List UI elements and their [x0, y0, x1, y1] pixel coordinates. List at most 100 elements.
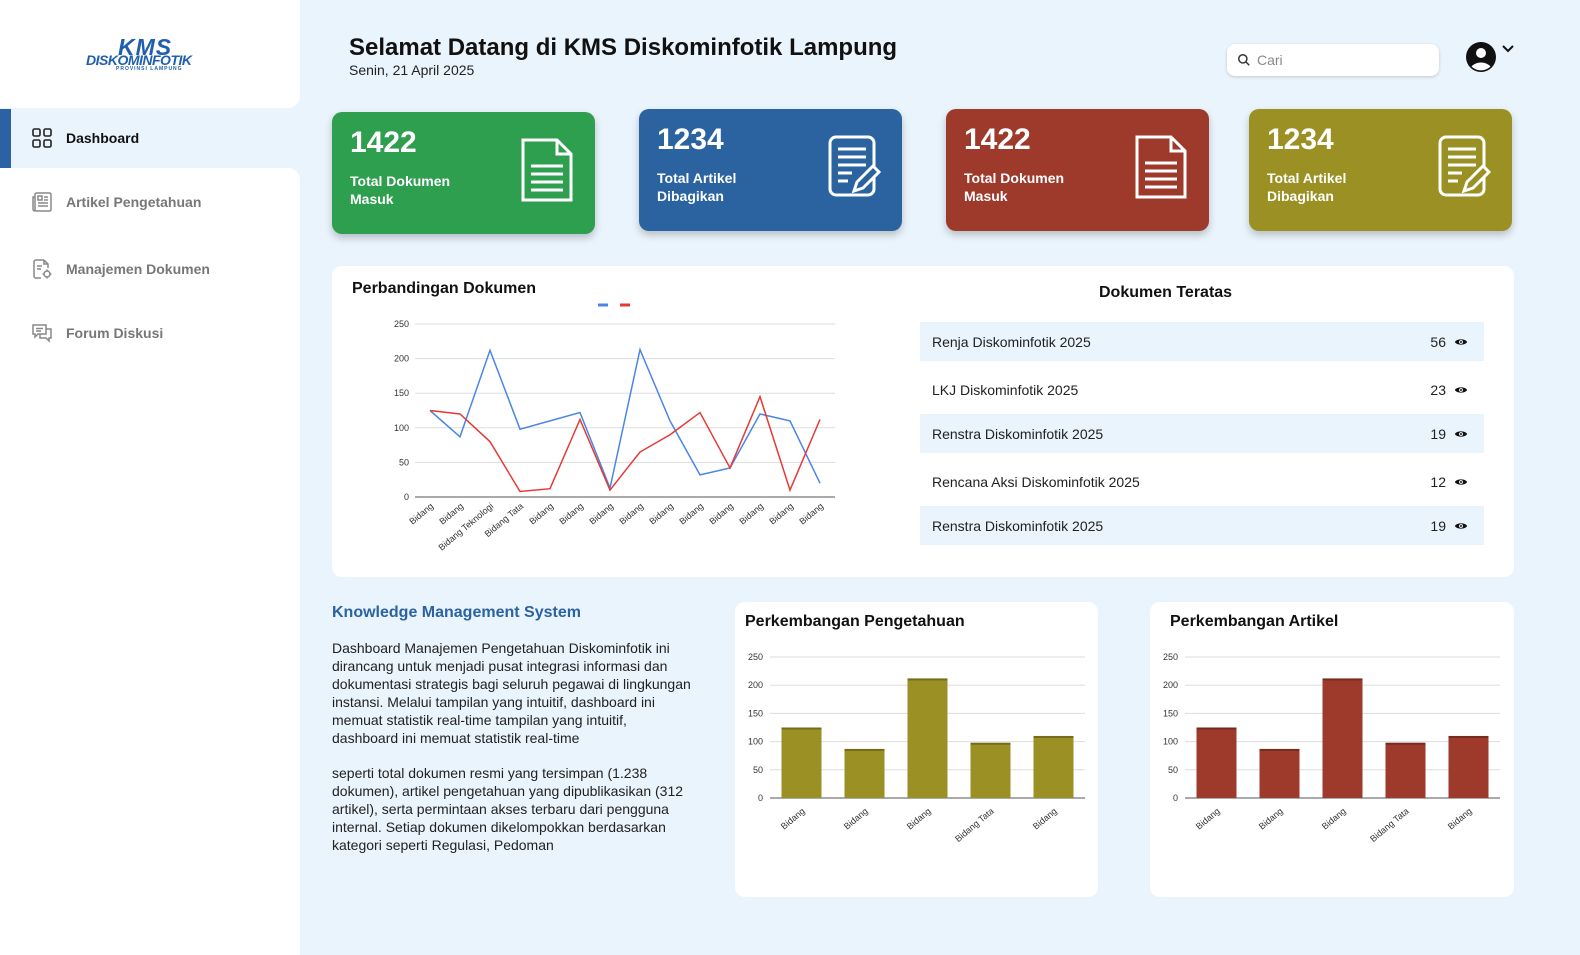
- stat-value: 1422: [350, 126, 417, 159]
- stat-value: 1234: [657, 123, 724, 156]
- x-tick-label: Bidang: [1031, 806, 1059, 832]
- top-doc-count: 12: [1430, 473, 1446, 490]
- top-doc-row[interactable]: Renja Diskominfotik 2025 56: [920, 322, 1484, 361]
- bar: [781, 727, 822, 798]
- x-tick-label: Bidang: [737, 501, 765, 527]
- logo-area: KMS DISKOMINFOTIK PROVINSI LAMPUNG: [0, 0, 300, 108]
- kms-paragraph-2: seperti total dokumen resmi yang tersimp…: [332, 765, 684, 853]
- y-tick-label: 200: [748, 680, 763, 690]
- eye-icon: [1454, 339, 1468, 345]
- y-tick-label: 100: [1163, 737, 1178, 747]
- bar: [1385, 742, 1426, 798]
- x-tick-label: Bidang: [767, 501, 795, 527]
- page-date: Senin, 21 April 2025: [349, 62, 475, 78]
- x-tick-label: Bidang: [557, 501, 585, 527]
- document-edit-icon: [828, 135, 882, 197]
- search-icon: [1238, 54, 1250, 66]
- x-tick-label: Bidang: [407, 501, 435, 527]
- sidebar-item-label: Dashboard: [66, 130, 140, 146]
- sidebar: KMS DISKOMINFOTIK PROVINSI LAMPUNG Dashb…: [0, 0, 300, 955]
- stat-label: Total Artikel Dibagikan: [657, 170, 737, 204]
- sidebar-active-bg: [0, 109, 300, 168]
- bar: [1448, 735, 1489, 798]
- sidebar-item-label: Forum Diskusi: [66, 325, 164, 341]
- article-bar-chart: 0 50 100 150 200 250 Bidang Bidang Bidang Bidang …: [1163, 652, 1500, 844]
- top-doc-row[interactable]: LKJ Diskominfotik 2025 23: [920, 370, 1484, 409]
- article-title: Perkembangan Artikel: [1170, 613, 1339, 630]
- x-tick-label: Bidang: [797, 501, 825, 527]
- x-tick-label: Bidang Tata: [1368, 806, 1411, 844]
- bar: [1322, 678, 1363, 798]
- x-tick-label: Bidang Tata: [953, 806, 996, 844]
- top-doc-row[interactable]: Renstra Diskominfotik 2025 19: [920, 414, 1484, 453]
- top-doc-name: Renstra Diskominfotik 2025: [932, 517, 1104, 534]
- logo[interactable]: KMS DISKOMINFOTIK PROVINSI LAMPUNG: [86, 34, 216, 74]
- y-tick-label: 250: [394, 319, 409, 329]
- bar-top: [781, 727, 822, 730]
- sidebar-nav-bg: [0, 168, 300, 955]
- bar-top: [907, 678, 948, 681]
- y-tick-label: 0: [758, 793, 763, 803]
- sidebar-item-label: Artikel Pengetahuan: [66, 194, 202, 210]
- top-doc-count: 56: [1430, 333, 1446, 350]
- document-icon: [521, 138, 573, 202]
- document-icon: [1135, 135, 1187, 199]
- x-tick-label: Bidang: [1257, 806, 1285, 832]
- stat-value: 1234: [1267, 123, 1334, 156]
- comparison-title: Perbandingan Dokumen: [352, 280, 537, 297]
- bar: [970, 742, 1011, 798]
- top-doc-name: LKJ Diskominfotik 2025: [932, 381, 1079, 398]
- stat-label: Total Artikel Dibagikan: [1267, 170, 1347, 204]
- stat-card-artikel-dibagikan-2[interactable]: 1234 Total Artikel Dibagikan: [1249, 109, 1512, 231]
- x-tick-label: Bidang: [905, 806, 933, 832]
- search-input[interactable]: [1257, 52, 1427, 68]
- stat-card-dokumen-masuk-2[interactable]: 1422 Total Dokumen Masuk: [946, 109, 1209, 231]
- top-doc-count: 23: [1430, 381, 1446, 398]
- x-tick-label: Bidang: [842, 806, 870, 832]
- bar-top: [1196, 727, 1237, 730]
- x-tick-label: Bidang: [1194, 806, 1222, 832]
- x-tick-label: Bidang: [1446, 806, 1474, 832]
- eye-icon: [1454, 387, 1468, 393]
- sidebar-item-dokumen[interactable]: Manajemen Dokumen: [30, 257, 210, 281]
- series-line: [429, 394, 821, 493]
- eye-icon: [1454, 523, 1468, 529]
- top-doc-name: Renja Diskominfotik 2025: [932, 333, 1091, 350]
- y-tick-label: 100: [748, 737, 763, 747]
- kms-title: Knowledge Management System: [332, 604, 581, 621]
- y-tick-label: 150: [1163, 708, 1178, 718]
- stat-value: 1422: [964, 123, 1031, 156]
- user-avatar-icon[interactable]: [1465, 41, 1497, 73]
- top-doc-name: Rencana Aksi Diskominfotik 2025: [932, 473, 1140, 490]
- top-docs-title: Dokumen Teratas: [1099, 284, 1233, 301]
- stat-card-artikel-dibagikan[interactable]: 1234 Total Artikel Dibagikan: [639, 109, 902, 231]
- bar: [1033, 735, 1074, 798]
- top-doc-row[interactable]: Renstra Diskominfotik 2025 19: [920, 506, 1484, 545]
- page-title: Selamat Datang di KMS Diskominfotik Lamp…: [349, 34, 898, 61]
- grid-icon: [32, 128, 52, 148]
- bar-top: [1033, 735, 1074, 738]
- sidebar-item-artikel[interactable]: Artikel Pengetahuan: [30, 190, 201, 214]
- y-tick-label: 0: [404, 492, 409, 502]
- chevron-down-icon[interactable]: [1500, 40, 1516, 56]
- x-tick-label: Bidang: [527, 501, 555, 527]
- search-box[interactable]: [1227, 44, 1439, 76]
- logo-sub: DISKOMINFOTIK: [86, 52, 192, 68]
- y-tick-label: 200: [1163, 680, 1178, 690]
- bar: [844, 748, 885, 798]
- stat-label: Total Dokumen Masuk: [964, 170, 1065, 204]
- bar-top: [1448, 735, 1489, 738]
- y-tick-label: 0: [1173, 793, 1178, 803]
- top-doc-name: Renstra Diskominfotik 2025: [932, 425, 1104, 442]
- x-tick-label: Bidang: [677, 501, 705, 527]
- knowledge-bar-chart: 0 50 100 150 200 250 Bidang Bidang Bidang Bidang …: [748, 652, 1085, 844]
- top-doc-row[interactable]: Rencana Aksi Diskominfotik 2025 12: [920, 462, 1484, 501]
- stat-card-dokumen-masuk[interactable]: 1422 Total Dokumen Masuk: [332, 112, 595, 234]
- stat-label: Total Dokumen Masuk: [350, 173, 451, 207]
- x-tick-label: Bidang Teknologi: [436, 501, 495, 553]
- sidebar-item-forum[interactable]: Forum Diskusi: [30, 321, 163, 345]
- top-doc-count: 19: [1430, 425, 1446, 442]
- bar-top: [970, 742, 1011, 745]
- sidebar-item-dashboard[interactable]: Dashboard: [30, 126, 139, 150]
